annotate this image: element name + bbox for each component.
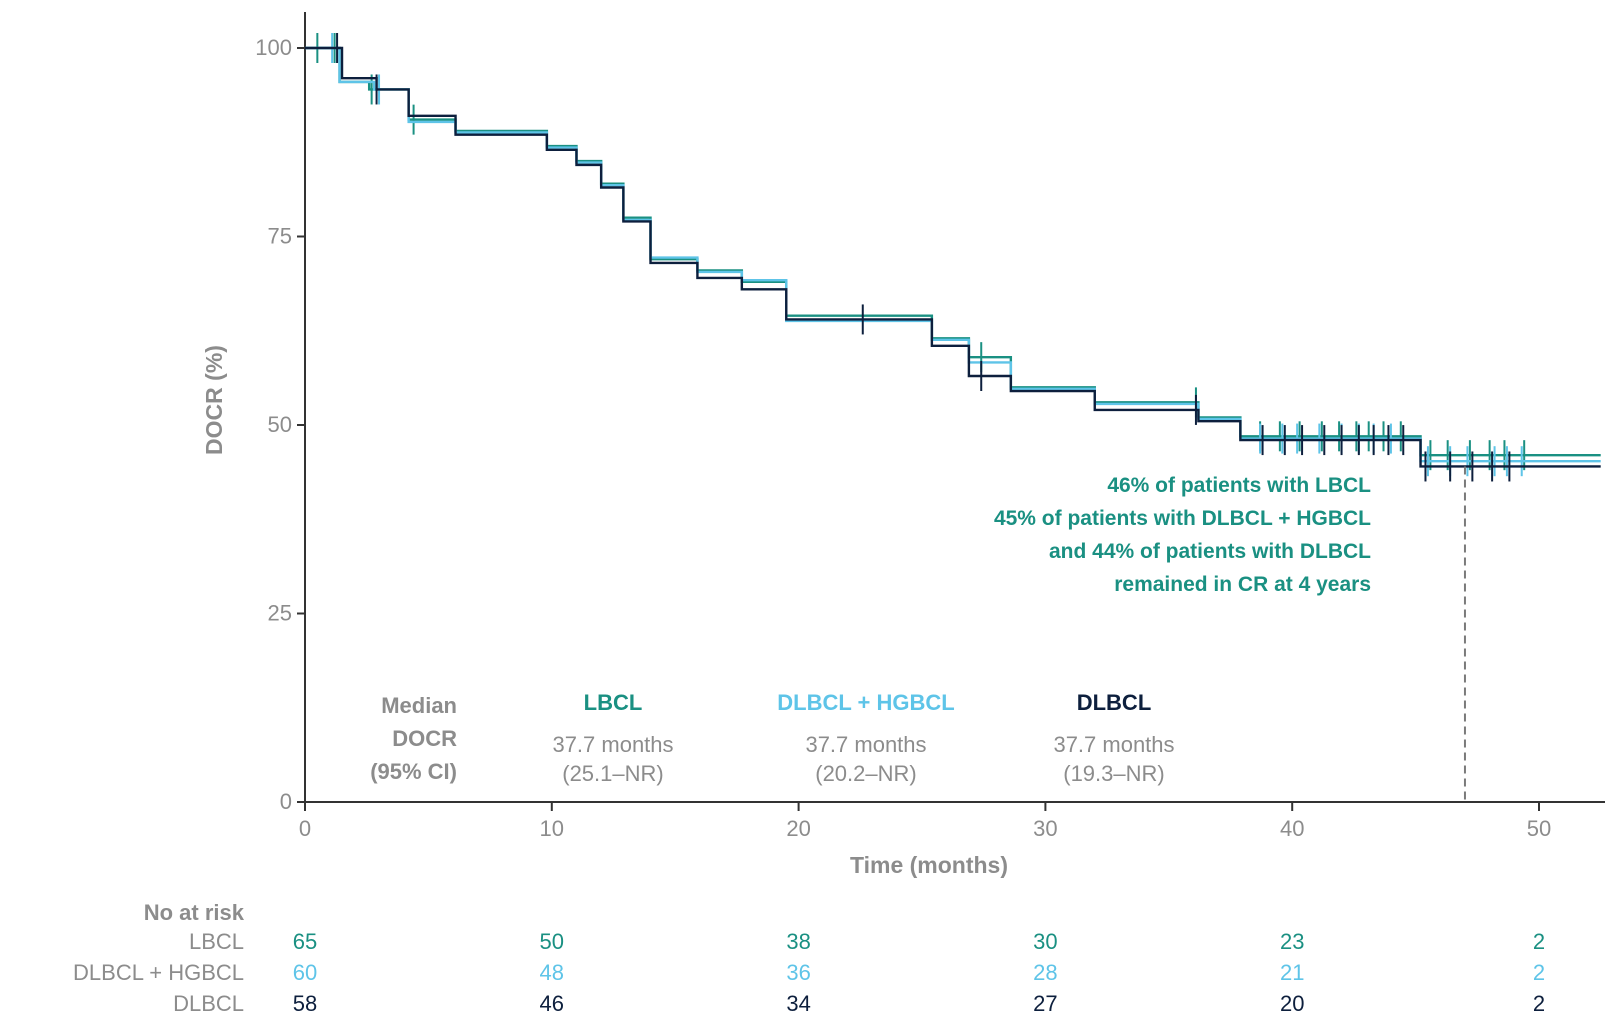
- median-header-line: Median: [381, 693, 457, 718]
- median-header-line: DOCR: [392, 726, 457, 751]
- at-risk-value-dlbcl-hgbcl: 21: [1280, 960, 1304, 985]
- median-value-dlbcl: 37.7 months: [1053, 732, 1174, 757]
- at-risk-value-dlbcl: 2: [1533, 991, 1545, 1016]
- axes: 0 25 50 75 100 0 10 20 30 40 50: [255, 12, 1605, 841]
- median-header-line: (95% CI): [370, 759, 457, 784]
- y-tick-label: 100: [255, 35, 292, 60]
- at-risk-value-dlbcl: 58: [293, 991, 317, 1016]
- x-axis-title: Time (months): [850, 852, 1008, 878]
- at-risk-value-lbcl: 23: [1280, 929, 1304, 954]
- y-tick-label: 50: [268, 412, 292, 437]
- median-value-dlbcl-hgbcl: 37.7 months: [805, 732, 926, 757]
- at-risk-value-lbcl: 38: [786, 929, 810, 954]
- annotation-line: 45% of patients with DLBCL + HGBCL: [994, 507, 1371, 530]
- at-risk-value-dlbcl: 27: [1033, 991, 1057, 1016]
- annotation-line: 46% of patients with LBCL: [1107, 474, 1371, 497]
- at-risk-value-dlbcl: 46: [540, 991, 564, 1016]
- median-ci-lbcl: (25.1–NR): [562, 761, 663, 786]
- at-risk-row-label-dlbcl: DLBCL: [173, 991, 244, 1016]
- annotation-line: remained in CR at 4 years: [1114, 573, 1371, 596]
- cr-annotation: 46% of patients with LBCL 45% of patients…: [994, 474, 1371, 596]
- at-risk-value-lbcl: 2: [1533, 929, 1545, 954]
- at-risk-value-dlbcl-hgbcl: 36: [786, 960, 810, 985]
- at-risk-row-label-lbcl: LBCL: [189, 929, 244, 954]
- x-tick-label: 40: [1280, 816, 1304, 841]
- series-line-dlbcl-hgbcl: [305, 46, 1601, 463]
- series-line-lbcl: [305, 46, 1601, 457]
- at-risk-table: No at risk LBCL 65 50 38 30 23 2 DLBCL + HGBCL 60…: [73, 900, 1545, 1016]
- series-line-dlbcl: [305, 46, 1601, 468]
- annotation-line: and 44% of patients with DLBCL: [1049, 540, 1371, 563]
- at-risk-value-dlbcl-hgbcl: 28: [1033, 960, 1057, 985]
- y-tick-label: 75: [268, 224, 292, 249]
- median-group-name-dlbcl: DLBCL: [1077, 690, 1152, 715]
- at-risk-value-dlbcl: 20: [1280, 991, 1304, 1016]
- median-ci-dlbcl-hgbcl: (20.2–NR): [815, 761, 916, 786]
- x-tick-label: 30: [1033, 816, 1057, 841]
- at-risk-value-dlbcl-hgbcl: 2: [1533, 960, 1545, 985]
- at-risk-value-lbcl: 65: [293, 929, 317, 954]
- series-layer: [305, 33, 1601, 482]
- median-ci-dlbcl: (19.3–NR): [1063, 761, 1164, 786]
- at-risk-title: No at risk: [144, 900, 245, 925]
- x-tick-label: 50: [1527, 816, 1551, 841]
- median-group-name-dlbcl-hgbcl: DLBCL + HGBCL: [777, 690, 954, 715]
- x-tick-label: 10: [540, 816, 564, 841]
- at-risk-value-dlbcl: 34: [786, 991, 810, 1016]
- median-docr-block: Median DOCR (95% CI) LBCL 37.7 months (25.1–N…: [370, 690, 1174, 786]
- x-tick-label: 0: [299, 816, 311, 841]
- at-risk-value-lbcl: 50: [540, 929, 564, 954]
- y-axis-title: DOCR (%): [201, 345, 227, 455]
- at-risk-row-label-dlbcl-hgbcl: DLBCL + HGBCL: [73, 960, 244, 985]
- y-tick-label: 0: [280, 789, 292, 814]
- median-value-lbcl: 37.7 months: [552, 732, 673, 757]
- median-group-name-lbcl: LBCL: [584, 690, 643, 715]
- y-tick-label: 25: [268, 601, 292, 626]
- at-risk-value-dlbcl-hgbcl: 60: [293, 960, 317, 985]
- at-risk-value-lbcl: 30: [1033, 929, 1057, 954]
- at-risk-value-dlbcl-hgbcl: 48: [540, 960, 564, 985]
- x-tick-label: 20: [786, 816, 810, 841]
